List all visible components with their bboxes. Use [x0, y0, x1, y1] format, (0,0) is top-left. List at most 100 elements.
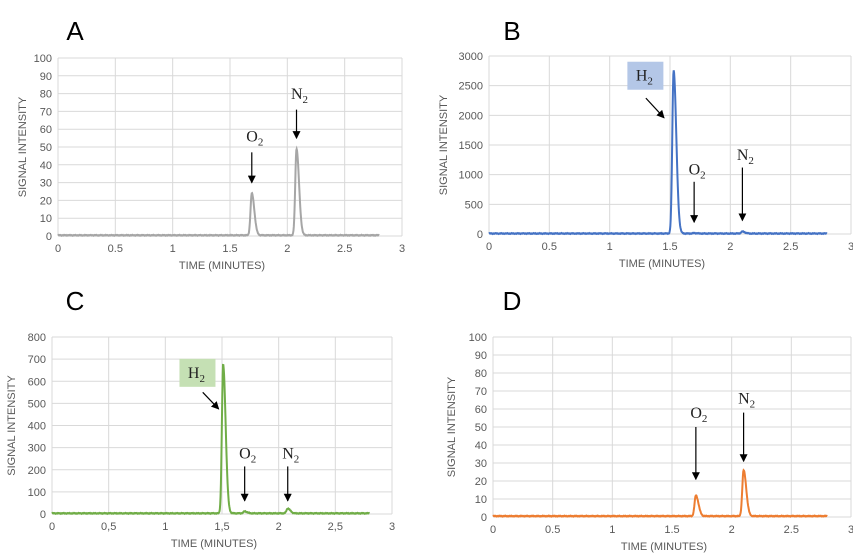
y-tick-label: 500: [465, 199, 483, 211]
h2-label-box: [179, 358, 216, 387]
x-tick-label: 0: [486, 241, 492, 253]
x-tick-label: 3: [848, 524, 853, 536]
x-tick-label: 3: [399, 243, 405, 255]
y-tick-label: 1500: [459, 140, 483, 152]
panel-label: D: [503, 286, 522, 316]
x-axis-label: TIME (MINUTES): [619, 258, 705, 270]
y-tick-label: 10: [40, 213, 52, 225]
y-axis-label: SIGNAL INTENSITY: [446, 376, 458, 477]
h2-label-box: [627, 61, 664, 90]
y-tick-label: 70: [475, 386, 487, 398]
x-tick-label: 2: [284, 243, 290, 255]
x-tick-label: 1.5: [662, 241, 677, 253]
x-tick-label: 1: [607, 241, 613, 253]
y-tick-label: 20: [40, 195, 52, 207]
h2-arrow: [645, 97, 665, 119]
y-tick-label: 70: [40, 106, 52, 118]
y-tick-label: 0: [46, 231, 52, 243]
chart-panel-c: C 0 100 200 300 400 500 600 700 800 0 0,5 1 1,5 2 2,5 3 T…: [6, 286, 395, 550]
x-tick-label: 1: [162, 521, 168, 533]
y-tick-label: 600: [28, 376, 46, 388]
x-tick-label: 0.5: [108, 243, 123, 255]
y-tick-label: 2000: [459, 110, 483, 122]
y-tick-label: 50: [40, 142, 52, 154]
x-tick-label: 0: [55, 243, 61, 255]
y-axis-label: SIGNAL INTENSITY: [438, 94, 450, 195]
x-axis-label: TIME (MINUTES): [621, 541, 707, 553]
panel-label: A: [66, 16, 84, 46]
y-tick-label: 300: [28, 443, 46, 455]
o2-label: O2: [690, 405, 707, 425]
y-tick-label: 500: [28, 398, 46, 410]
n2-label: N2: [738, 391, 755, 411]
x-tick-label: 3: [389, 521, 395, 533]
x-tick-label: 2.5: [783, 241, 798, 253]
n2-label: N2: [737, 147, 754, 167]
panel-label: C: [66, 286, 85, 316]
x-tick-label: 1,5: [214, 521, 229, 533]
x-tick-label: 2.5: [337, 243, 352, 255]
chart-panel-b: B 0 500 1000 1500 2000 2500 3000 0 0.5 1 1.5 2 2.5 3 TI…: [438, 16, 853, 270]
h2-label: H2: [188, 365, 205, 385]
y-tick-label: 80: [40, 89, 52, 101]
x-tick-label: 1: [609, 524, 615, 536]
o2-label: O2: [239, 446, 256, 466]
x-tick-label: 2.5: [784, 524, 799, 536]
y-tick-label: 90: [475, 350, 487, 362]
y-tick-label: 30: [475, 458, 487, 470]
signal-line: [488, 70, 828, 236]
y-tick-label: 60: [40, 124, 52, 136]
n2-label: N2: [282, 446, 299, 466]
y-axis-label: SIGNAL INTENSITY: [17, 96, 29, 197]
x-tick-label: 0,5: [101, 521, 116, 533]
y-tick-label: 100: [28, 487, 46, 499]
h2-label: H2: [636, 68, 653, 88]
x-tick-label: 1.5: [664, 524, 679, 536]
y-tick-label: 400: [28, 421, 46, 433]
y-tick-label: 100: [34, 53, 52, 65]
x-tick-label: 2: [729, 524, 735, 536]
x-axis-label: TIME (MINUTES): [171, 538, 257, 550]
y-tick-label: 2500: [459, 81, 483, 93]
y-tick-label: 40: [475, 440, 487, 452]
signal-line: [51, 363, 371, 516]
n2-label: N2: [291, 86, 308, 106]
signal-line: [57, 145, 380, 238]
y-tick-label: 90: [40, 71, 52, 83]
y-tick-label: 0: [481, 512, 487, 524]
x-axis-label: TIME (MINUTES): [179, 260, 265, 272]
y-tick-label: 80: [475, 368, 487, 380]
x-tick-label: 2: [276, 521, 282, 533]
y-tick-label: 30: [40, 178, 52, 190]
y-tick-label: 0: [40, 509, 46, 521]
y-tick-label: 50: [475, 422, 487, 434]
x-tick-label: 1.5: [222, 243, 237, 255]
x-tick-label: 0.5: [542, 241, 557, 253]
x-tick-label: 0: [49, 521, 55, 533]
y-tick-label: 1000: [459, 170, 483, 182]
y-tick-label: 0: [477, 229, 483, 241]
chart-panel-a: A 0 10 20 30 40 50 60 70 80 90 100 0 0.5 1 1.5 2 2.5 3 TIME…: [17, 16, 405, 272]
panel-label: B: [503, 16, 520, 46]
signal-line: [492, 468, 828, 518]
x-tick-label: 2: [727, 241, 733, 253]
o2-label: O2: [689, 162, 706, 182]
y-axis-label: SIGNAL INTENSITY: [6, 375, 18, 476]
y-tick-label: 100: [469, 332, 487, 344]
y-tick-label: 3000: [459, 51, 483, 63]
x-tick-label: 0.5: [545, 524, 560, 536]
y-tick-label: 800: [28, 332, 46, 344]
x-tick-label: 2,5: [328, 521, 343, 533]
x-tick-label: 1: [170, 243, 176, 255]
y-tick-label: 700: [28, 354, 46, 366]
x-tick-label: 3: [848, 241, 853, 253]
y-tick-label: 60: [475, 404, 487, 416]
y-tick-label: 40: [40, 160, 52, 172]
chart-panel-d: D 0 10 20 30 40 50 60 70 80 90 100 0 0.5 1 1.5 2 2.5 3 TIME…: [446, 286, 853, 553]
h2-arrow: [202, 391, 220, 410]
x-tick-label: 0: [490, 524, 496, 536]
y-tick-label: 200: [28, 465, 46, 477]
y-tick-label: 10: [475, 494, 487, 506]
y-tick-label: 20: [475, 476, 487, 488]
